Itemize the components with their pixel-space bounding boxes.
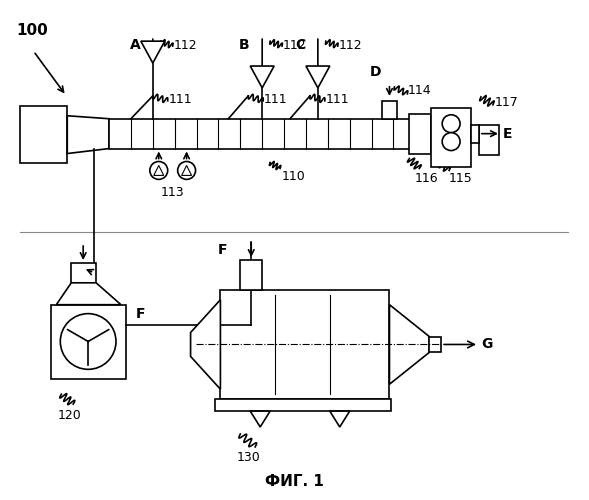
Text: D: D (370, 65, 381, 79)
Polygon shape (389, 304, 429, 384)
Bar (479, 124, 499, 154)
Text: C: C (295, 38, 305, 52)
Polygon shape (141, 41, 165, 63)
Bar (220, 290, 389, 399)
Polygon shape (67, 116, 109, 154)
Text: 120: 120 (57, 409, 81, 422)
Bar (471, 124, 479, 142)
Bar (429, 336, 441, 352)
Text: A: A (130, 38, 140, 52)
Polygon shape (306, 66, 330, 88)
Text: 112: 112 (339, 38, 362, 52)
Circle shape (178, 162, 196, 180)
Text: G: G (481, 338, 492, 351)
Text: 116: 116 (414, 172, 438, 186)
Text: 115: 115 (449, 172, 473, 186)
Text: F: F (218, 243, 227, 257)
Polygon shape (181, 166, 191, 175)
Circle shape (150, 162, 168, 180)
Text: 113: 113 (161, 186, 184, 200)
Bar (382, 101, 398, 118)
Bar (216, 399, 392, 411)
Polygon shape (250, 66, 274, 88)
Text: 130: 130 (236, 451, 260, 464)
Text: ФИГ. 1: ФИГ. 1 (264, 474, 323, 488)
Text: 117: 117 (495, 96, 519, 110)
Text: 111: 111 (326, 94, 349, 106)
Polygon shape (330, 411, 350, 427)
Polygon shape (191, 300, 220, 389)
Polygon shape (57, 283, 121, 304)
Bar (71, 263, 96, 283)
Bar (51, 304, 126, 380)
Text: 114: 114 (408, 84, 431, 98)
Text: F: F (136, 306, 145, 320)
Polygon shape (250, 411, 270, 427)
Text: 110: 110 (282, 170, 306, 183)
Text: 111: 111 (264, 94, 288, 106)
Circle shape (442, 132, 460, 150)
Bar (431, 108, 471, 168)
Text: 112: 112 (283, 38, 307, 52)
Text: E: E (503, 126, 512, 140)
Polygon shape (154, 166, 164, 175)
Text: B: B (239, 38, 250, 52)
Bar (240, 260, 262, 290)
Bar (19, 106, 67, 164)
Bar (109, 118, 429, 148)
Circle shape (442, 115, 460, 132)
Text: 112: 112 (174, 38, 197, 52)
Circle shape (60, 314, 116, 370)
Bar (409, 114, 431, 154)
Text: 111: 111 (168, 94, 193, 106)
Text: 100: 100 (16, 24, 48, 38)
